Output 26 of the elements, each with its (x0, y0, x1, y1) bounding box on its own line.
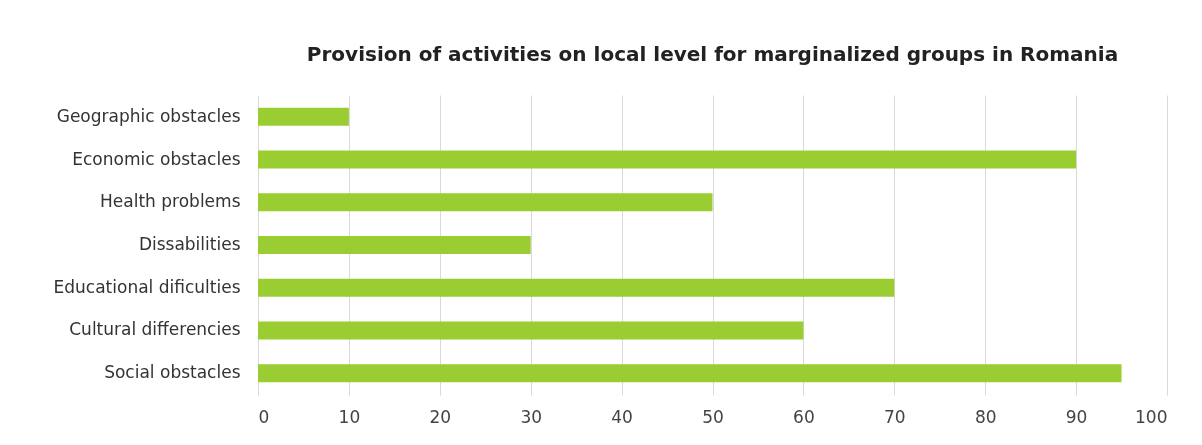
bar (258, 107, 349, 126)
y-tick-label: Economic obstacles (72, 148, 241, 169)
x-tick-label: 20 (429, 406, 452, 427)
x-tick-label: 70 (883, 406, 906, 427)
x-tick-label: 10 (338, 406, 361, 427)
bar (258, 278, 895, 297)
y-tick-label: Health problems (100, 191, 241, 212)
x-tick-label: 100 (1135, 406, 1168, 427)
chart-title: Provision of activities on local level for marginalized groups in Romania (306, 42, 1119, 66)
y-tick-label: Educational dificulties (53, 276, 241, 297)
y-tick-label: Dissabilities (138, 234, 241, 254)
x-tick-label: 90 (1065, 406, 1088, 427)
bar (258, 321, 804, 340)
x-tick-label: 60 (793, 406, 815, 427)
x-tick-label: 0 (258, 406, 270, 427)
bar (258, 236, 531, 254)
x-tick-label: 40 (611, 406, 633, 427)
bar (258, 193, 713, 212)
y-tick-label: Cultural differencies (69, 319, 241, 340)
x-tick-label: 30 (520, 406, 543, 427)
y-tick-label: Geographic obstacles (56, 105, 241, 126)
bar (258, 364, 1122, 383)
bar (258, 150, 1077, 169)
x-tick-label: 50 (702, 406, 724, 427)
x-tick-label: 80 (974, 406, 997, 427)
y-tick-label: Social obstacles (104, 362, 241, 383)
